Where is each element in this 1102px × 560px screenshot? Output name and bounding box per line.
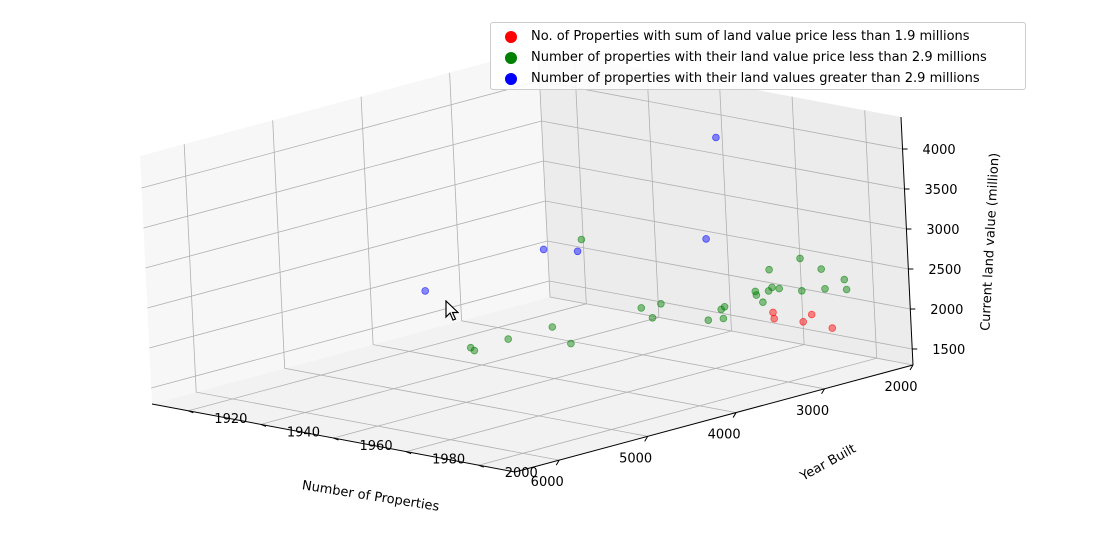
x-tick-label: 6000	[531, 475, 564, 490]
grid-line-x	[272, 120, 648, 437]
data-point-series-1	[567, 339, 575, 348]
z-tick-label: 2500	[928, 263, 961, 278]
y-tick-mark	[260, 423, 267, 427]
grid-line-y	[188, 55, 587, 412]
data-point-series-2	[712, 133, 720, 142]
z-tick-label: 3500	[924, 183, 957, 198]
y-tick-label: 2000	[505, 466, 538, 481]
grid-line-y	[405, 96, 805, 452]
legend-label: Number of properties with their land val…	[531, 50, 987, 65]
y-tick-mark	[333, 437, 339, 441]
data-point-series-1	[821, 284, 829, 293]
data-point-series-0	[770, 314, 778, 323]
data-point-series-1	[657, 299, 665, 308]
data-point-series-2	[539, 245, 548, 254]
grid-line-y	[333, 82, 732, 439]
data-point-series-1	[577, 235, 586, 244]
data-point-series-1	[840, 275, 849, 284]
data-point-series-0	[799, 317, 807, 326]
data-point-series-1	[796, 254, 804, 263]
data-point-series-2	[421, 287, 430, 295]
z-tick-label: 2000	[930, 303, 963, 318]
legend-label: Number of properties with their land val…	[531, 71, 980, 86]
z-tick-label: 1500	[932, 343, 965, 358]
y-tick-label: 1920	[214, 412, 247, 427]
data-point-series-1	[775, 284, 783, 293]
z-tick-label: 3000	[926, 223, 959, 238]
x-tick-label: 2000	[884, 380, 917, 395]
grid-line-x	[449, 72, 825, 390]
grid-line-y	[260, 69, 660, 425]
y-tick-label: 1980	[432, 453, 465, 468]
legend-label: No. of Properties with sum of land value…	[531, 29, 970, 44]
x-tick-mark	[732, 412, 737, 418]
grid-line-x	[360, 96, 737, 413]
data-point-series-1	[637, 304, 646, 312]
z-axis-line	[900, 116, 914, 366]
legend-marker-green	[505, 51, 517, 64]
grid-line-z	[143, 120, 905, 229]
legend-marker-red	[505, 30, 517, 43]
data-point-series-0	[828, 324, 837, 332]
z-tick-label: 4000	[923, 143, 956, 158]
data-point-series-1	[717, 305, 725, 314]
y-tick-mark	[405, 451, 412, 455]
legend: No. of Properties with sum of land value…	[490, 22, 1026, 90]
data-point-series-1	[759, 298, 767, 307]
x-axis-label: Number of Properties	[301, 478, 441, 515]
x-axis-line	[514, 364, 914, 473]
data-point-series-1	[648, 313, 657, 322]
legend-item-blue: Number of properties with their land val…	[501, 68, 1025, 89]
legend-marker-blue	[505, 72, 517, 85]
x-tick-label: 4000	[708, 428, 741, 443]
grid-line-z	[149, 240, 911, 349]
data-point-series-0	[807, 310, 816, 319]
data-point-series-2	[573, 247, 582, 256]
data-point-series-1	[751, 287, 760, 296]
tick-labels: 2000 3000 4000 5000 6000 1920 1940 1960 1980 2000…	[188, 143, 965, 490]
legend-item-green: Number of properties with their land val…	[501, 47, 1025, 68]
legend-item-red: No. of Properties with sum of land value…	[501, 26, 1025, 47]
x-tick-mark	[644, 436, 649, 442]
data-point-series-1	[548, 323, 557, 331]
grid-line-z	[145, 160, 907, 269]
grid-lines	[141, 48, 914, 466]
data-point-series-1	[764, 287, 773, 295]
grid-line-x	[183, 144, 560, 461]
grid-line-z	[147, 200, 909, 309]
grid-line-x	[537, 48, 914, 366]
x-tick-mark	[821, 388, 825, 395]
data-point-series-2	[702, 235, 710, 243]
y-tick-label: 1940	[287, 425, 320, 440]
data-point-series-1	[719, 314, 728, 323]
data-point-series-1	[842, 285, 851, 294]
y-tick-mark	[478, 464, 484, 468]
data-point-series-1	[704, 316, 713, 325]
grid-line-z	[151, 280, 913, 389]
data-point-series-1	[797, 286, 806, 295]
z-axis-label: Current land value (million)	[978, 152, 1002, 331]
x-tick-label: 5000	[619, 451, 652, 466]
grid-line-y	[478, 110, 878, 466]
y-tick-label: 1960	[360, 439, 393, 454]
data-point-series-1	[504, 335, 513, 343]
data-point-series-1	[765, 265, 773, 274]
mouse-cursor-icon	[445, 300, 459, 321]
data-point-series-1	[466, 343, 475, 352]
data-point-series-0	[769, 308, 777, 317]
x-tick-mark	[555, 459, 560, 466]
x-tick-label: 3000	[796, 404, 829, 419]
y-tick-mark	[188, 410, 194, 414]
x-tick-mark	[909, 364, 914, 371]
data-points	[421, 133, 851, 355]
y-axis-label: Year Built	[797, 442, 859, 485]
data-point-series-1	[817, 265, 825, 273]
